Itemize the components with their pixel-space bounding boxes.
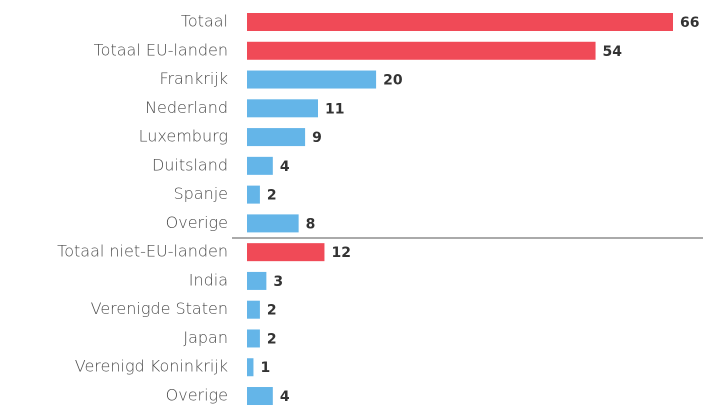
category-label: Totaal niet-EU-landen [57, 242, 228, 261]
category-label: Verenigd Koninkrijk [75, 357, 228, 376]
category-label: Totaal EU-landen [94, 40, 228, 59]
bar [247, 387, 273, 406]
category-label: Frankrijk [159, 69, 228, 88]
category-label: Duitsland [152, 155, 228, 174]
value-label: 54 [603, 44, 623, 60]
bar [247, 185, 260, 204]
value-label: 4 [280, 389, 290, 405]
value-label: 66 [680, 15, 699, 31]
value-label: 2 [267, 303, 277, 319]
bar [247, 70, 377, 89]
value-label: 11 [325, 101, 344, 117]
value-label: 3 [273, 274, 283, 290]
category-label: India [189, 270, 228, 289]
bar [247, 329, 260, 348]
category-label: Verenigde Staten [91, 299, 228, 318]
value-label: 9 [312, 130, 322, 146]
bar [247, 243, 325, 262]
value-label: 2 [267, 331, 277, 347]
value-label: 8 [306, 216, 316, 232]
category-label: Totaal [181, 12, 228, 31]
category-label: Overige [166, 386, 228, 405]
bar [247, 128, 306, 147]
bar [247, 300, 260, 319]
value-label: 1 [260, 360, 270, 376]
bar [247, 271, 267, 290]
category-label: Japan [183, 328, 228, 347]
bar [247, 99, 318, 118]
category-label: Overige [166, 213, 228, 232]
category-label: Nederland [145, 98, 228, 117]
bar [247, 41, 596, 60]
value-label: 20 [383, 73, 403, 89]
value-label: 2 [267, 188, 277, 204]
value-label: 4 [280, 159, 290, 175]
category-label: Spanje [173, 184, 228, 203]
category-label: Luxemburg [139, 127, 228, 146]
bar [247, 156, 273, 175]
bar [247, 214, 299, 233]
bar [247, 13, 673, 31]
value-label: 12 [331, 245, 350, 261]
bar [247, 358, 254, 377]
